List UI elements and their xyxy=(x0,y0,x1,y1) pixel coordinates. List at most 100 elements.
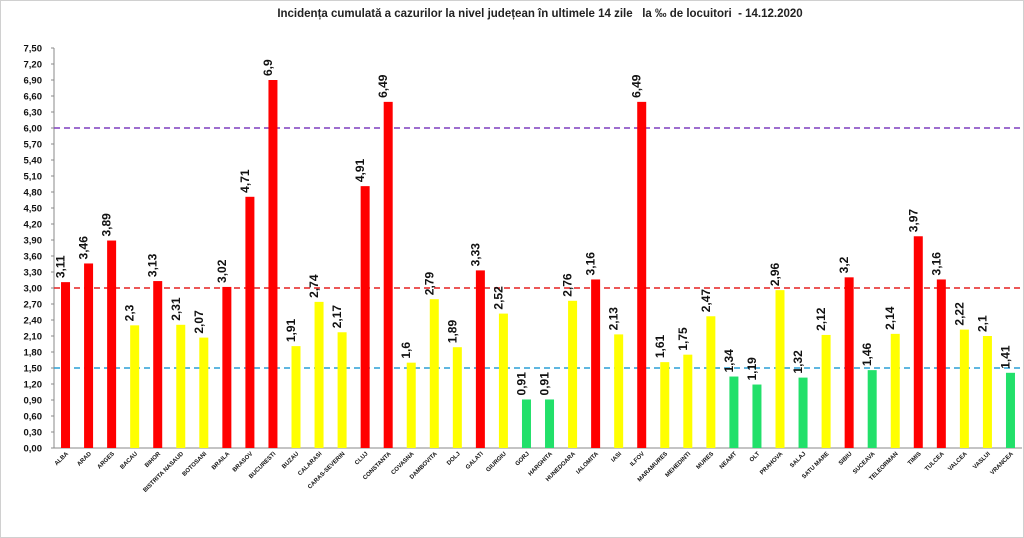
category-label: VRANCEA xyxy=(990,451,1016,477)
bar-value-label: 3,02 xyxy=(215,259,229,283)
category-label: OLT xyxy=(749,451,762,464)
category-label: BUZAU xyxy=(281,451,300,470)
bar-value-label: 2,14 xyxy=(883,306,897,330)
bar xyxy=(890,333,900,448)
bar-value-label: 2,13 xyxy=(607,307,621,331)
bar xyxy=(406,362,416,448)
category-label: NEAMT xyxy=(719,451,739,471)
bar-value-label: 3,46 xyxy=(77,236,91,260)
bar xyxy=(360,186,370,448)
bar xyxy=(107,240,117,448)
bar-value-label: 1,19 xyxy=(745,357,759,381)
bar xyxy=(936,279,946,448)
bar xyxy=(729,376,739,448)
bar-value-label: 4,71 xyxy=(238,169,252,193)
category-label: BIHOR xyxy=(144,451,162,469)
y-tick-label: 5,40 xyxy=(24,156,43,167)
category-label: ARGES xyxy=(97,451,116,470)
bar-value-label: 2,76 xyxy=(561,273,575,297)
bar xyxy=(130,325,140,448)
bar-value-label: 3,16 xyxy=(929,252,943,276)
bar xyxy=(84,263,94,448)
bar xyxy=(199,337,209,448)
bar xyxy=(475,270,485,448)
y-tick-label: 2,40 xyxy=(24,316,43,327)
chart-title: Incidența cumulată a cazurilor la nivel … xyxy=(277,8,803,20)
bar-value-label: 2,74 xyxy=(307,274,321,298)
bar-value-label: 3,97 xyxy=(906,209,920,233)
bar-value-label: 1,32 xyxy=(791,350,805,374)
bar-value-label: 2,07 xyxy=(192,310,206,334)
y-tick-label: 6,00 xyxy=(24,124,43,135)
y-tick-label: 7,20 xyxy=(24,60,43,71)
bar-value-label: 2,31 xyxy=(169,297,183,321)
category-label: BRASOV xyxy=(232,451,254,473)
bar-value-label: 2,96 xyxy=(768,262,782,286)
bar xyxy=(706,316,716,448)
bar-value-label: 3,2 xyxy=(837,256,851,273)
bar xyxy=(521,399,531,448)
category-label: BOTOSANI xyxy=(182,451,209,478)
category-label: SIBIU xyxy=(838,451,854,467)
bar-value-label: 2,79 xyxy=(422,272,436,296)
category-label: BACAU xyxy=(120,451,140,471)
category-label: VASLUI xyxy=(972,451,992,471)
bar-value-label: 2,22 xyxy=(952,302,966,326)
bar-value-label: 3,16 xyxy=(584,252,598,276)
bar xyxy=(798,377,808,448)
bar-value-label: 1,89 xyxy=(445,320,459,344)
bar-value-label: 2,3 xyxy=(123,304,137,321)
bar xyxy=(844,277,854,448)
bar xyxy=(545,399,555,448)
bar-value-label: 3,13 xyxy=(146,253,160,277)
category-label: ALBA xyxy=(54,451,70,467)
bar xyxy=(982,336,992,448)
bar-value-label: 3,33 xyxy=(468,243,482,267)
y-tick-label: 0,60 xyxy=(24,412,43,423)
bar xyxy=(268,80,278,448)
y-tick-label: 3,30 xyxy=(24,268,43,279)
category-label: MURES xyxy=(696,451,716,471)
y-tick-label: 7,50 xyxy=(24,44,43,55)
bar xyxy=(153,281,163,448)
bar-value-label: 2,17 xyxy=(330,305,344,329)
bar-value-label: 1,6 xyxy=(399,342,413,359)
y-tick-label: 5,10 xyxy=(24,172,43,183)
bar xyxy=(222,286,232,448)
y-tick-label: 3,00 xyxy=(24,284,43,295)
bar xyxy=(614,334,624,448)
bar xyxy=(683,354,693,448)
bar xyxy=(314,301,324,448)
bar xyxy=(775,290,785,448)
y-tick-label: 1,50 xyxy=(24,364,43,375)
category-label: ILFOV xyxy=(629,451,646,468)
bar-value-label: 4,91 xyxy=(353,158,367,182)
bar xyxy=(591,279,601,448)
bar-value-label: 0,91 xyxy=(538,372,552,396)
bar-value-label: 6,49 xyxy=(630,74,644,98)
y-tick-label: 0,00 xyxy=(24,444,43,455)
y-tick-label: 5,70 xyxy=(24,140,43,151)
bar xyxy=(959,329,969,448)
y-tick-label: 3,90 xyxy=(24,236,43,247)
bar xyxy=(913,236,923,448)
bar xyxy=(61,282,71,448)
bar-value-label: 1,75 xyxy=(676,327,690,351)
y-tick-label: 4,50 xyxy=(24,204,43,215)
category-label: SUCEAVA xyxy=(852,451,877,476)
category-label: BRAILA xyxy=(211,451,232,472)
category-label: ARAD xyxy=(76,451,93,468)
y-tick-label: 0,30 xyxy=(24,428,43,439)
category-label: IALOMITA xyxy=(576,451,601,476)
y-tick-label: 6,90 xyxy=(24,76,43,87)
category-label: CLUJ xyxy=(354,451,369,466)
bar xyxy=(752,384,762,448)
y-tick-label: 3,60 xyxy=(24,252,43,263)
bar-value-label: 1,91 xyxy=(284,318,298,342)
bar xyxy=(821,334,831,448)
bar xyxy=(867,370,877,448)
bar xyxy=(291,346,301,448)
y-tick-label: 2,10 xyxy=(24,332,43,343)
category-label: DOLJ xyxy=(446,451,462,467)
y-tick-label: 2,70 xyxy=(24,300,43,311)
